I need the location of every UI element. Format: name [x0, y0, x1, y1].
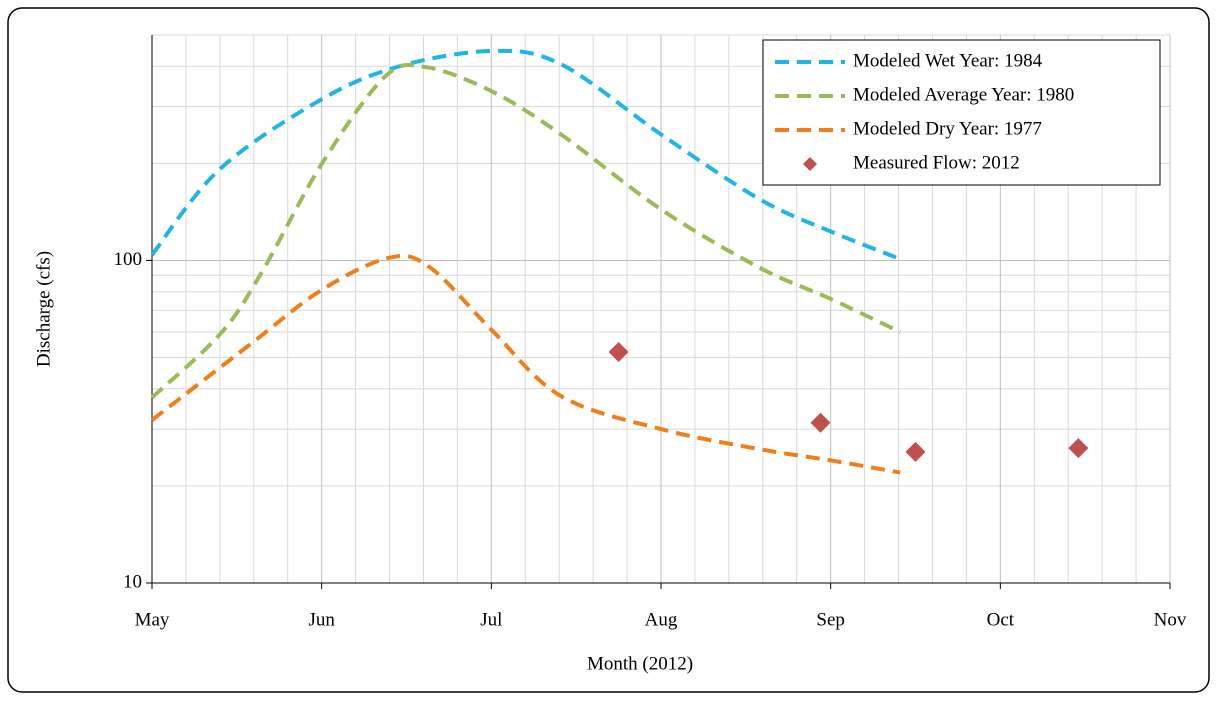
x-tick-label: May [135, 609, 170, 630]
data-point [810, 412, 831, 433]
data-point [905, 441, 926, 462]
data-point [1068, 438, 1089, 459]
data-point [608, 342, 629, 363]
x-tick-label: Sep [816, 609, 845, 630]
x-tick-label: Aug [645, 609, 678, 630]
x-tick-label: Nov [1154, 609, 1187, 630]
series-line [150, 62, 902, 399]
x-tick-label: Oct [987, 609, 1015, 630]
x-tick-label: Jul [480, 609, 502, 630]
x-axis-label: Month (2012) [587, 653, 693, 674]
legend-label: Modeled Average Year: 1980 [853, 84, 1074, 105]
y-tick-label: 10 [123, 571, 142, 592]
legend-label: Modeled Dry Year: 1977 [853, 118, 1042, 139]
y-axis-label: Discharge (cfs) [33, 251, 54, 367]
x-tick-label: Jun [308, 609, 335, 630]
series-line [150, 48, 901, 261]
legend-marker [803, 157, 817, 171]
legend-label: Measured Flow: 2012 [853, 152, 1020, 173]
legend-label: Modeled Wet Year: 1984 [853, 50, 1043, 71]
series-line [150, 253, 901, 475]
legend-box [762, 39, 1161, 186]
y-tick-label: 100 [114, 249, 143, 270]
